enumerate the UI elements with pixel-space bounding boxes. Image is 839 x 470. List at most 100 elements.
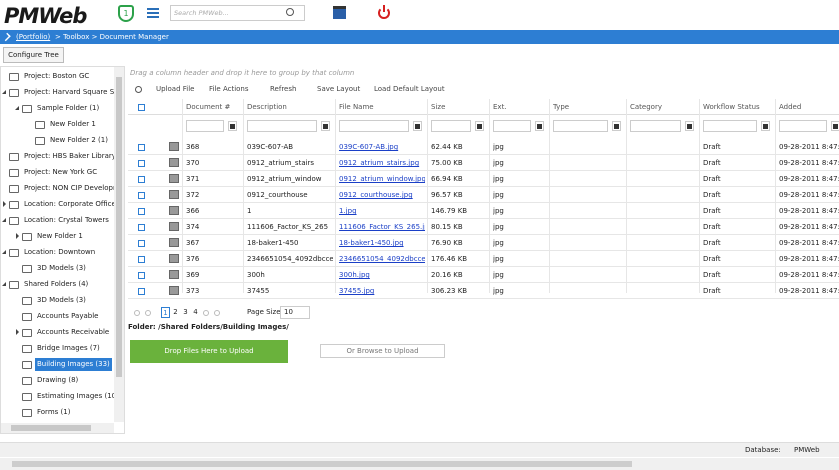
tree-item[interactable]: Sample Folder (1)	[37, 104, 100, 112]
file-link[interactable]: 0912_atrium_window.jpg	[339, 175, 425, 183]
file-link[interactable]: 0912_atrium_stairs.jpg	[339, 159, 420, 167]
page-size-select[interactable]: 10	[280, 306, 310, 319]
tree-item[interactable]: Project: Harvard Square Stat	[24, 88, 124, 96]
filter-icon[interactable]	[228, 121, 237, 131]
row-checkbox[interactable]	[138, 272, 145, 279]
filter-icon[interactable]	[535, 121, 544, 131]
tree-item[interactable]: New Folder 1	[50, 120, 96, 128]
toggle-collapsed[interactable]	[16, 233, 19, 239]
tree-vscroll[interactable]	[114, 67, 124, 422]
row-checkbox[interactable]	[138, 176, 145, 183]
row-checkbox[interactable]	[138, 288, 145, 295]
menu-icon[interactable]	[147, 8, 159, 18]
filter-icon[interactable]	[761, 121, 770, 131]
column-header[interactable]: Type	[553, 103, 570, 111]
tree-item[interactable]: Project: HBS Baker Library	[24, 152, 116, 160]
load-default-layout-button[interactable]: Load Default Layout	[374, 85, 445, 93]
toggle-expanded[interactable]	[15, 106, 19, 110]
filter-icon[interactable]	[685, 121, 694, 131]
tree-item[interactable]: Project: NON CIP Developm	[24, 184, 120, 192]
file-link[interactable]: 0912_courthouse.jpg	[339, 191, 413, 199]
filter-icon[interactable]	[831, 121, 839, 131]
row-checkbox[interactable]	[138, 192, 145, 199]
filter-box[interactable]	[553, 120, 608, 132]
column-header[interactable]: Description	[247, 103, 287, 111]
filter-icon[interactable]	[475, 121, 484, 131]
column-header[interactable]: Size	[431, 103, 446, 111]
last-page[interactable]	[214, 310, 220, 316]
column-header[interactable]: Added	[779, 103, 802, 111]
filter-box[interactable]	[339, 120, 409, 132]
header-checkbox[interactable]	[138, 104, 145, 111]
toggle-expanded[interactable]	[2, 218, 6, 222]
page-number[interactable]: 1	[161, 307, 170, 318]
logo[interactable]: PMWeb	[4, 4, 87, 28]
row-checkbox[interactable]	[138, 208, 145, 215]
filter-box[interactable]	[630, 120, 681, 132]
filter-box[interactable]	[493, 120, 531, 132]
drop-zone[interactable]: Drop Files Here to Upload	[130, 340, 288, 363]
file-link[interactable]: 1.jpg	[339, 207, 357, 215]
file-actions-button[interactable]: File Actions	[209, 85, 249, 93]
tree-item[interactable]: Estimating Images (10)	[37, 392, 119, 400]
tree-item[interactable]: Location: Corporate Office	[24, 200, 116, 208]
search-icon[interactable]	[286, 8, 294, 16]
tree-item[interactable]: Bridge Images (7)	[37, 344, 100, 352]
file-link[interactable]: 300h.jpg	[339, 271, 370, 279]
tree-item[interactable]: New Folder 1	[37, 232, 83, 240]
browse-button[interactable]: Or Browse to Upload	[320, 344, 445, 358]
file-link[interactable]: 111606_Factor_KS_265.jpg	[339, 223, 425, 231]
refresh-button[interactable]: Refresh	[270, 85, 297, 93]
media-icon[interactable]	[333, 6, 346, 19]
toggle-collapsed[interactable]	[3, 201, 6, 207]
tree-item[interactable]: Building Images (33)	[35, 358, 112, 371]
tree-item[interactable]: Drawing (8)	[37, 376, 79, 384]
toggle-expanded[interactable]	[2, 282, 6, 286]
tree-item[interactable]: Project: New York GC	[24, 168, 98, 176]
filter-box[interactable]	[703, 120, 757, 132]
filter-icon[interactable]	[413, 121, 422, 131]
search-icon[interactable]	[135, 86, 142, 93]
file-link[interactable]: 039C-607-AB.jpg	[339, 143, 399, 151]
breadcrumb-link[interactable]: (Portfolio)	[16, 33, 51, 41]
filter-icon[interactable]	[612, 121, 621, 131]
tree-item[interactable]: Project: Boston GC	[24, 72, 90, 80]
column-header[interactable]: Workflow Status	[703, 103, 760, 111]
page-hscroll[interactable]	[0, 458, 839, 470]
page-number[interactable]: 2	[173, 308, 178, 316]
tree-item[interactable]: Accounts Payable	[37, 312, 99, 320]
filter-box[interactable]	[186, 120, 224, 132]
tree-item[interactable]: Accounts Receivable	[37, 328, 110, 336]
row-checkbox[interactable]	[138, 240, 145, 247]
tree-item[interactable]: 3D Models (3)	[37, 296, 86, 304]
search-box[interactable]: Search PMWeb...	[170, 5, 305, 21]
column-header[interactable]: Document #	[186, 103, 231, 111]
row-checkbox[interactable]	[138, 160, 145, 167]
prev-page[interactable]	[145, 310, 151, 316]
toggle-collapsed[interactable]	[16, 329, 19, 335]
tree-item[interactable]: 3D Models (3)	[37, 264, 86, 272]
page-number[interactable]: 4	[193, 308, 198, 316]
row-checkbox[interactable]	[138, 256, 145, 263]
file-link[interactable]: 18-baker1-450.jpg	[339, 239, 404, 247]
filter-icon[interactable]	[321, 121, 330, 131]
filter-box[interactable]	[247, 120, 317, 132]
configure-tree-button[interactable]: Configure Tree	[3, 47, 64, 63]
power-icon[interactable]	[378, 5, 390, 19]
badge[interactable]: 1	[118, 5, 134, 22]
first-page[interactable]	[134, 310, 140, 316]
toggle-expanded[interactable]	[2, 90, 6, 94]
tree-item[interactable]: Forms (1)	[37, 408, 71, 416]
row-checkbox[interactable]	[138, 144, 145, 151]
filter-box[interactable]	[779, 120, 827, 132]
filter-box[interactable]	[431, 120, 471, 132]
tree-item[interactable]: New Folder 2 (1)	[50, 136, 108, 144]
save-layout-button[interactable]: Save Layout	[317, 85, 361, 93]
file-link[interactable]: 2346651054_4092dbcce7_z.jpg	[339, 255, 425, 263]
toggle-expanded[interactable]	[2, 250, 6, 254]
tree-item[interactable]: Location: Crystal Towers	[24, 216, 109, 224]
row-checkbox[interactable]	[138, 224, 145, 231]
tree-item[interactable]: Shared Folders (4)	[24, 280, 89, 288]
column-header[interactable]: Category	[630, 103, 662, 111]
file-link[interactable]: 37455.jpg	[339, 287, 375, 295]
